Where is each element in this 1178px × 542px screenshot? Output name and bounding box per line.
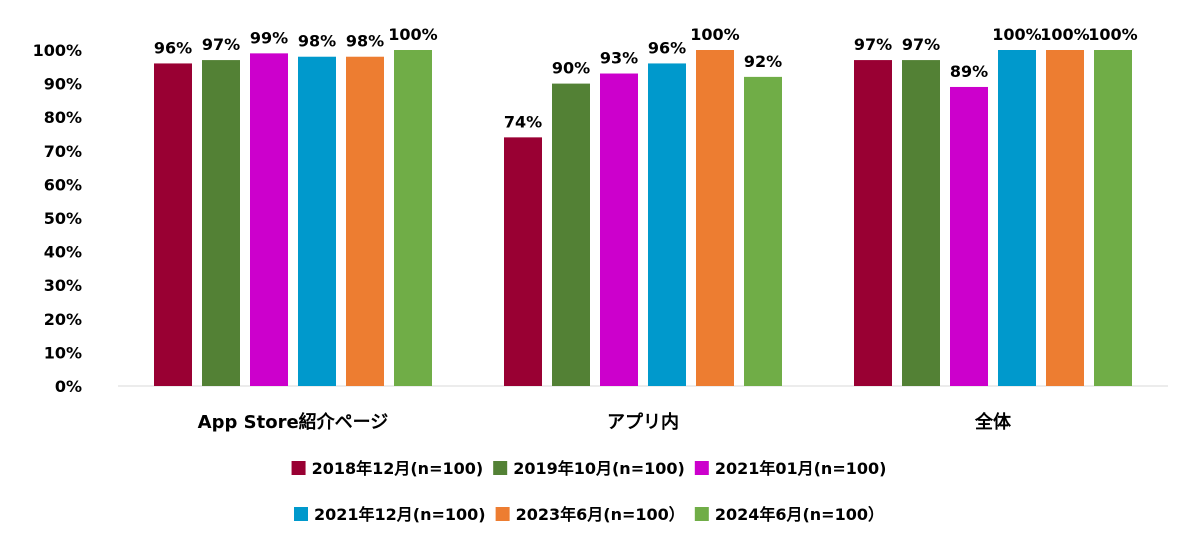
category-label: 全体: [974, 411, 1012, 433]
y-tick-label: 70%: [44, 142, 82, 161]
category-label: App Store紹介ページ: [198, 411, 389, 433]
legend-label: 2018年12月(n=100): [312, 459, 484, 478]
data-label: 99%: [250, 28, 288, 47]
data-label: 100%: [1040, 25, 1089, 44]
bar: [250, 53, 288, 387]
bar: [154, 63, 192, 386]
legend-swatch: [294, 507, 308, 521]
legend-label: 2021年12月(n=100): [314, 505, 486, 524]
bar: [648, 63, 686, 386]
legend: 2018年12月(n=100) 2019年10月(n=100) 2021年01月(n…: [291, 459, 887, 524]
data-label: 97%: [854, 35, 892, 54]
bar: [1046, 50, 1084, 386]
data-label: 97%: [202, 35, 240, 54]
data-label: 96%: [154, 38, 192, 57]
y-tick-label: 40%: [44, 243, 82, 262]
legend-swatch: [291, 461, 306, 475]
y-tick-label: 60%: [44, 175, 82, 194]
bar: [346, 56, 384, 386]
bar: [1094, 50, 1132, 386]
data-label: 96%: [648, 38, 686, 57]
bar: [504, 137, 542, 386]
bar: [744, 76, 782, 386]
legend-swatch: [694, 461, 709, 475]
bar: [998, 50, 1036, 386]
legend-swatch: [495, 507, 510, 521]
data-label: 90%: [552, 59, 590, 78]
data-label: 98%: [298, 32, 336, 51]
y-tick-label: 80%: [44, 108, 82, 127]
bar: [394, 50, 432, 386]
bar: [202, 60, 240, 387]
y-tick-label: 20%: [44, 310, 82, 329]
data-label: 100%: [690, 25, 739, 44]
bar: [298, 56, 336, 386]
data-label: 100%: [388, 25, 437, 44]
data-label: 98%: [346, 32, 384, 51]
category-labels: App Store紹介ページ アプリ内 全体: [198, 411, 1012, 433]
data-label: 74%: [504, 112, 542, 131]
bar: [696, 50, 734, 386]
bar: [902, 60, 940, 387]
legend-swatch: [694, 507, 709, 521]
category-label: アプリ内: [607, 411, 679, 433]
data-label: 100%: [1088, 25, 1137, 44]
legend-label: 2019年10月(n=100): [513, 459, 685, 478]
y-tick-label: 100%: [33, 41, 82, 60]
data-label: 92%: [744, 52, 782, 71]
data-label: 89%: [950, 62, 988, 81]
y-tick-label: 90%: [44, 75, 82, 94]
data-label: 93%: [600, 49, 638, 68]
legend-label: 2024年6月(n=100）: [715, 505, 884, 524]
bars: [154, 50, 1132, 387]
bar: [854, 60, 892, 387]
bar: [552, 83, 590, 386]
y-tick-label: 10%: [44, 343, 82, 362]
data-label: 97%: [902, 35, 940, 54]
y-tick-label: 30%: [44, 276, 82, 295]
bar: [600, 73, 638, 387]
y-tick-label: 50%: [44, 209, 82, 228]
bar: [950, 86, 988, 387]
data-labels: 96% 97% 99% 98% 98% 100%74%90%93%96%100%92%97…: [154, 25, 1138, 131]
data-label: 100%: [992, 25, 1041, 44]
legend-swatch: [493, 461, 508, 475]
y-axis-ticks: 0% 10% 20% 30% 40% 50% 60% 70% 80% 90% 100%: [33, 41, 82, 396]
legend-label: 2021年01月(n=100): [715, 459, 887, 478]
y-tick-label: 0%: [55, 377, 82, 396]
legend-label: 2023年6月(n=100）: [516, 505, 685, 524]
